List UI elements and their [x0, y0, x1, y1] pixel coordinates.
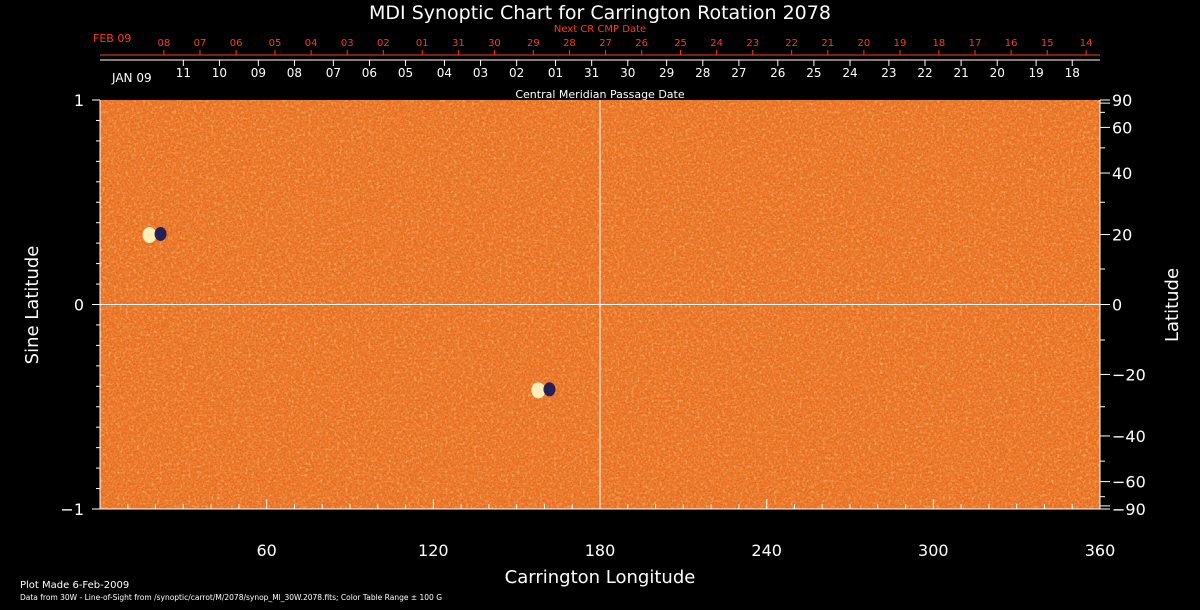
y-tick-label-right: 90 [1112, 91, 1132, 110]
next-cr-ticks: 08 07 06 05 04 03 02 01 31 30 29 28 27 26 25 24 23 22 21 20… [158, 38, 1093, 55]
next-cr-tick-label: 20 [858, 38, 871, 49]
cmp-tick-label: 01 [548, 66, 563, 80]
next-cr-tick-label: 01 [416, 38, 429, 49]
cmp-start-label: JAN 09 [111, 71, 152, 85]
next-cr-tick-label: 26 [635, 38, 648, 49]
positive-polarity-spot [531, 382, 546, 399]
next-cr-tick-label: 18 [933, 38, 946, 49]
y-tick-label-right: 40 [1112, 164, 1132, 183]
negative-polarity-spot [154, 226, 167, 241]
next-cr-tick-label: 28 [563, 38, 576, 49]
next-cr-tick-label: 02 [377, 38, 390, 49]
y-tick-label-left: 1 [74, 91, 84, 110]
next-cr-tick-label: 15 [1041, 38, 1054, 49]
next-cr-tick-label: 07 [194, 38, 207, 49]
y-tick-label-right: −60 [1112, 473, 1146, 492]
cmp-tick-label: 29 [659, 66, 674, 80]
negative-polarity-spot [543, 382, 556, 397]
next-cr-tick-label: 22 [785, 38, 798, 49]
cmp-tick-label: 03 [473, 66, 488, 80]
y-axis-label-left: Sine Latitude [22, 246, 43, 365]
x-tick-label: 180 [585, 541, 616, 560]
next-cr-tick-label: 16 [1005, 38, 1018, 49]
next-cr-tick-label: 31 [452, 38, 465, 49]
cmp-tick-label: 04 [437, 66, 452, 80]
cmp-tick-label: 22 [917, 66, 932, 80]
cmp-tick-label: 18 [1065, 66, 1080, 80]
cmp-tick-label: 06 [362, 66, 377, 80]
x-tick-label: 360 [1085, 541, 1116, 560]
positive-polarity-spot [142, 226, 157, 243]
next-cr-tick-label: 03 [341, 38, 354, 49]
cmp-tick-label: 26 [770, 66, 785, 80]
cmp-tick-label: 31 [584, 66, 599, 80]
next-cr-tick-label: 06 [230, 38, 243, 49]
cmp-tick-label: 08 [287, 66, 302, 80]
bottom-axis-ticks: 60 120 180 240 300 360 [99, 499, 1116, 560]
next-cr-tick-label: 30 [488, 38, 501, 49]
cmp-tick-label: 07 [326, 66, 341, 80]
y-tick-label-right: −40 [1112, 427, 1146, 446]
cmp-tick-label: 27 [731, 66, 746, 80]
next-cr-start-label: FEB 09 [93, 32, 131, 45]
chart-title: MDI Synoptic Chart for Carrington Rotati… [369, 2, 831, 24]
y-axis-label-right: Latitude [1162, 268, 1183, 342]
cmp-tick-label: 23 [881, 66, 896, 80]
y-tick-label-right: 60 [1112, 118, 1132, 137]
y-tick-label-right: 20 [1112, 226, 1132, 245]
cmp-tick-label: 05 [398, 66, 413, 80]
next-cr-axis-label: Next CR CMP Date [554, 24, 646, 35]
next-cr-tick-label: 04 [305, 38, 318, 49]
cmp-tick-label: 10 [212, 66, 227, 80]
right-axis-ticks: 90 60 40 20 0 −20 −40 −60 −90 [1100, 91, 1146, 519]
cmp-tick-label: 24 [842, 66, 857, 80]
y-tick-label-right: −20 [1112, 365, 1146, 384]
cmp-tick-label: 19 [1028, 66, 1043, 80]
next-cr-tick-label: 25 [674, 38, 687, 49]
cmp-tick-label: 11 [176, 66, 191, 80]
x-axis-label: Carrington Longitude [505, 567, 696, 588]
next-cr-tick-label: 27 [599, 38, 612, 49]
left-axis-ticks: 1 0 −1 [60, 91, 100, 519]
cmp-axis-label: Central Meridian Passage Date [515, 88, 684, 101]
cmp-tick-label: 02 [509, 66, 524, 80]
x-tick-label: 240 [751, 541, 782, 560]
next-cr-tick-label: 08 [158, 38, 171, 49]
next-cr-tick-label: 21 [821, 38, 834, 49]
y-tick-label-right: 0 [1112, 296, 1122, 315]
source-text: Data from 30W - Line-of-Sight from /syno… [20, 593, 442, 602]
cmp-tick-label: 21 [953, 66, 968, 80]
active-regions [142, 226, 556, 399]
x-tick-label: 300 [918, 541, 949, 560]
next-cr-tick-label: 23 [746, 38, 759, 49]
cmp-tick-label: 30 [620, 66, 635, 80]
next-cr-tick-label: 19 [894, 38, 907, 49]
cmp-tick-label: 09 [251, 66, 266, 80]
x-tick-label: 60 [256, 541, 276, 560]
y-tick-label-left: −1 [60, 500, 84, 519]
plot-made-text: Plot Made 6-Feb-2009 [20, 580, 129, 591]
cmp-tick-label: 20 [990, 66, 1005, 80]
next-cr-tick-label: 14 [1080, 38, 1093, 49]
next-cr-tick-label: 29 [527, 38, 540, 49]
x-tick-label: 120 [418, 541, 449, 560]
grid-lines [100, 100, 1100, 509]
next-cr-tick-label: 24 [710, 38, 723, 49]
cmp-tick-label: 25 [806, 66, 821, 80]
y-tick-label-right: −90 [1112, 500, 1146, 519]
next-cr-tick-label: 17 [969, 38, 982, 49]
y-tick-label-left: 0 [74, 296, 84, 315]
next-cr-tick-label: 05 [269, 38, 282, 49]
cmp-tick-label: 28 [695, 66, 710, 80]
cmp-ticks: 11 10 09 08 07 06 05 04 03 02 01 31 30 29 28 27 26 25 24 23… [176, 60, 1080, 80]
